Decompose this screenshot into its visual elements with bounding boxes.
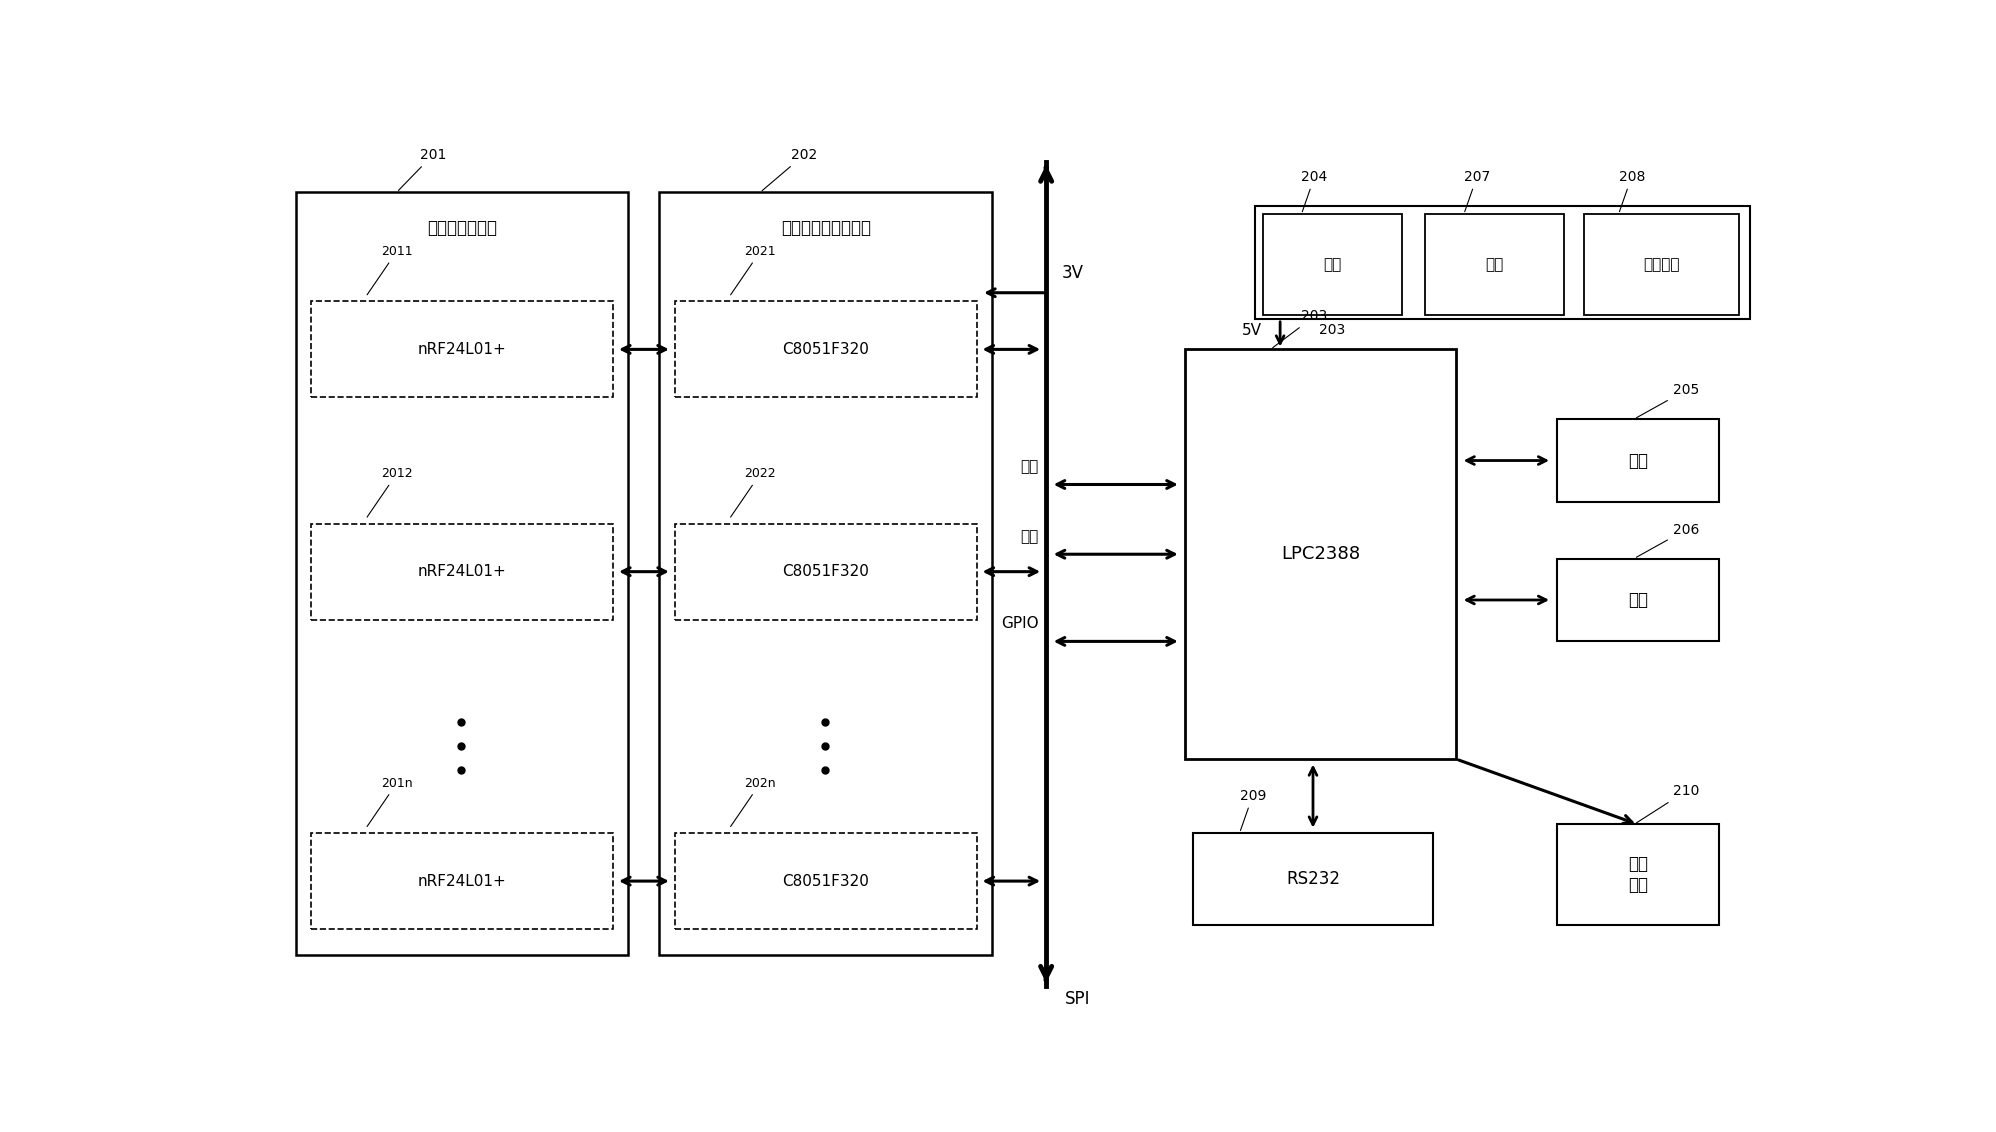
Text: 201n: 201n [367, 777, 413, 826]
Bar [311, 301, 613, 397]
Bar [1557, 419, 1719, 501]
Text: 203: 203 [1319, 324, 1345, 337]
Bar [1585, 214, 1739, 315]
Text: 202: 202 [762, 148, 816, 190]
Text: C8051F320: C8051F320 [782, 342, 868, 357]
Text: 201: 201 [399, 148, 445, 190]
Bar [1263, 214, 1401, 315]
Text: 其他
外围: 其他 外围 [1629, 855, 1649, 894]
Text: 2012: 2012 [367, 468, 413, 517]
Text: 206: 206 [1637, 523, 1699, 557]
Text: C8051F320: C8051F320 [782, 874, 868, 889]
Text: 203: 203 [1273, 309, 1327, 348]
Bar [1557, 558, 1719, 642]
Text: 显示: 显示 [1629, 591, 1649, 609]
Text: 3V: 3V [1062, 264, 1084, 282]
Bar [675, 301, 976, 397]
Text: 208: 208 [1619, 170, 1645, 212]
Bar [1186, 350, 1455, 760]
Bar [1557, 824, 1719, 925]
Text: GPIO: GPIO [1000, 616, 1038, 631]
Text: nRF24L01+: nRF24L01+ [417, 564, 507, 580]
Text: 程序烧写: 程序烧写 [1643, 257, 1681, 272]
Text: 207: 207 [1463, 170, 1491, 212]
Bar [675, 524, 976, 619]
Text: 电源: 电源 [1323, 257, 1341, 272]
Text: 210: 210 [1637, 784, 1699, 823]
Text: 2021: 2021 [731, 245, 776, 294]
Text: RS232: RS232 [1285, 869, 1339, 887]
Text: 主动: 主动 [1020, 460, 1038, 474]
Text: nRF24L01+: nRF24L01+ [417, 342, 507, 357]
Text: nRF24L01+: nRF24L01+ [417, 874, 507, 889]
Text: C8051F320: C8051F320 [782, 564, 868, 580]
Text: 5V: 5V [1242, 324, 1261, 338]
Text: 复位: 复位 [1485, 257, 1503, 272]
Bar [1425, 214, 1565, 315]
Text: LPC2388: LPC2388 [1281, 546, 1361, 564]
Bar [311, 524, 613, 619]
Text: 202n: 202n [731, 777, 776, 826]
Text: 2022: 2022 [731, 468, 776, 517]
Bar [659, 192, 992, 955]
Text: 射频收发单元组: 射频收发单元组 [427, 218, 497, 237]
Bar [675, 833, 976, 929]
Text: 被动: 被动 [1020, 529, 1038, 543]
Text: SPI: SPI [1064, 990, 1090, 1009]
Bar [311, 833, 613, 929]
Text: 微控制器控制单元组: 微控制器控制单元组 [780, 218, 870, 237]
Text: 204: 204 [1301, 170, 1327, 212]
Bar [1194, 833, 1433, 925]
Text: 2011: 2011 [367, 245, 413, 294]
Text: 205: 205 [1637, 384, 1699, 418]
Text: 存储: 存储 [1629, 452, 1649, 470]
Text: 209: 209 [1240, 789, 1265, 831]
Bar [1255, 206, 1750, 319]
Bar [295, 192, 629, 955]
